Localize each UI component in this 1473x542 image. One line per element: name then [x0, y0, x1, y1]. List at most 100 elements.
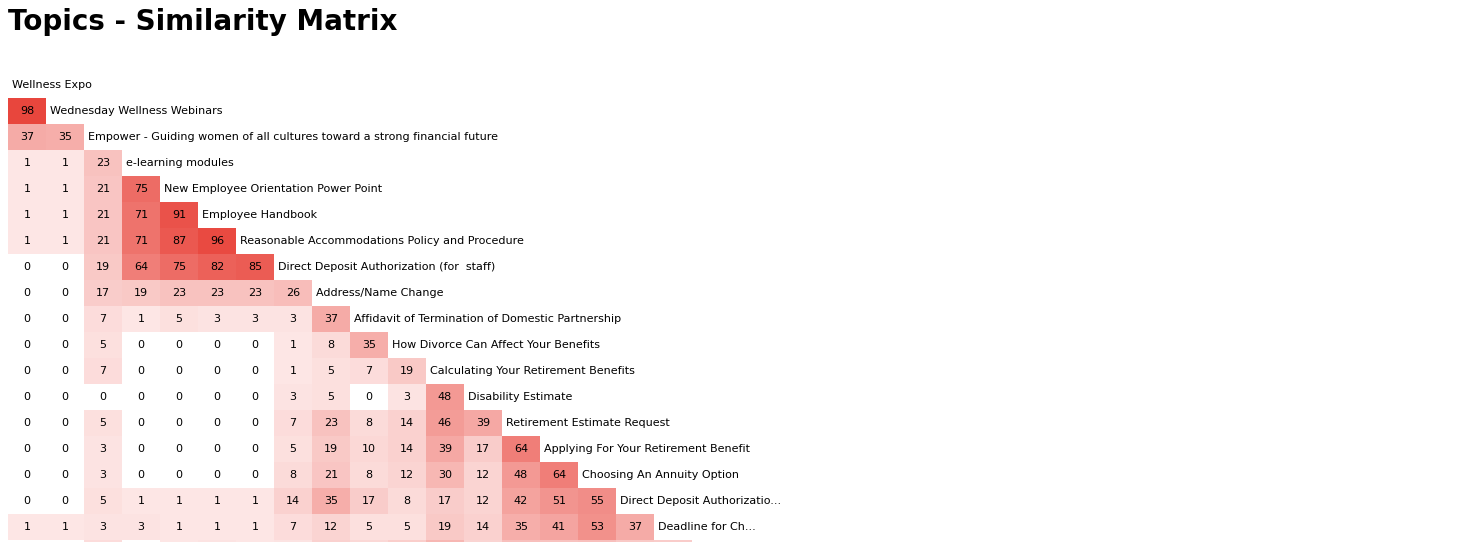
Text: 0: 0 [24, 262, 31, 272]
Text: 96: 96 [211, 236, 224, 246]
Text: 23: 23 [211, 288, 224, 298]
Bar [351, 332, 387, 358]
Text: 1: 1 [24, 184, 31, 194]
Bar [312, 410, 351, 436]
Text: 51: 51 [552, 496, 566, 506]
Bar [387, 436, 426, 462]
Bar [84, 228, 122, 254]
Text: 0: 0 [62, 262, 69, 272]
Text: 3: 3 [290, 392, 296, 402]
Text: 5: 5 [290, 444, 296, 454]
Text: 5: 5 [327, 392, 334, 402]
Bar [541, 514, 577, 540]
Text: 0: 0 [214, 444, 221, 454]
Text: 0: 0 [62, 392, 69, 402]
Bar [312, 384, 351, 410]
Text: 0: 0 [252, 392, 258, 402]
Bar [387, 488, 426, 514]
Text: 71: 71 [134, 236, 149, 246]
Text: 71: 71 [134, 210, 149, 220]
Text: 1: 1 [62, 158, 69, 168]
Text: 12: 12 [401, 470, 414, 480]
Text: Direct Deposit Authorizatio...: Direct Deposit Authorizatio... [620, 496, 781, 506]
Text: 75: 75 [172, 262, 186, 272]
Text: 1: 1 [24, 522, 31, 532]
Text: Choosing An Annuity Option: Choosing An Annuity Option [582, 470, 739, 480]
Text: 0: 0 [214, 470, 221, 480]
Bar [502, 514, 541, 540]
Text: Employee Handbook: Employee Handbook [202, 210, 317, 220]
Bar [7, 514, 46, 540]
Text: 8: 8 [404, 496, 411, 506]
Bar [122, 176, 161, 202]
Bar [122, 488, 161, 514]
Text: 46: 46 [437, 418, 452, 428]
Text: 1: 1 [62, 522, 69, 532]
Text: Direct Deposit Authorization (for  staff): Direct Deposit Authorization (for staff) [278, 262, 495, 272]
Text: 0: 0 [137, 366, 144, 376]
Bar [84, 176, 122, 202]
Bar [236, 540, 274, 542]
Text: 1: 1 [24, 236, 31, 246]
Text: 41: 41 [552, 522, 566, 532]
Text: 23: 23 [324, 418, 339, 428]
Text: e-learning modules: e-learning modules [127, 158, 234, 168]
Bar [312, 540, 351, 542]
Text: 17: 17 [362, 496, 376, 506]
Text: 12: 12 [476, 496, 491, 506]
Bar [312, 514, 351, 540]
Text: 1: 1 [24, 158, 31, 168]
Text: 0: 0 [175, 444, 183, 454]
Text: 3: 3 [404, 392, 411, 402]
Bar [616, 540, 654, 542]
Text: Deadline for Ch...: Deadline for Ch... [658, 522, 756, 532]
Text: Applying For Your Retirement Benefit: Applying For Your Retirement Benefit [544, 444, 750, 454]
Bar [122, 280, 161, 306]
Bar [161, 514, 197, 540]
Text: 48: 48 [437, 392, 452, 402]
Text: 5: 5 [100, 496, 106, 506]
Bar [502, 462, 541, 488]
Bar [351, 436, 387, 462]
Text: 21: 21 [96, 236, 110, 246]
Bar [274, 410, 312, 436]
Text: 0: 0 [175, 418, 183, 428]
Bar [351, 358, 387, 384]
Bar [84, 462, 122, 488]
Text: 0: 0 [175, 392, 183, 402]
Text: 35: 35 [57, 132, 72, 142]
Bar [161, 540, 197, 542]
Text: 14: 14 [286, 496, 300, 506]
Text: 8: 8 [327, 340, 334, 350]
Text: 64: 64 [552, 470, 566, 480]
Bar [84, 410, 122, 436]
Bar [312, 306, 351, 332]
Bar [84, 306, 122, 332]
Text: 37: 37 [324, 314, 339, 324]
Text: 0: 0 [252, 418, 258, 428]
Text: 8: 8 [365, 470, 373, 480]
Text: 7: 7 [365, 366, 373, 376]
Bar [161, 488, 197, 514]
Text: 3: 3 [252, 314, 258, 324]
Text: 35: 35 [514, 522, 527, 532]
Text: 1: 1 [24, 210, 31, 220]
Text: 0: 0 [175, 366, 183, 376]
Text: 5: 5 [365, 522, 373, 532]
Text: 87: 87 [172, 236, 186, 246]
Text: 0: 0 [62, 470, 69, 480]
Bar [197, 254, 236, 280]
Text: 91: 91 [172, 210, 186, 220]
Text: Retirement Estimate Request: Retirement Estimate Request [507, 418, 670, 428]
Bar [274, 514, 312, 540]
Bar [122, 254, 161, 280]
Text: 0: 0 [24, 314, 31, 324]
Bar [502, 488, 541, 514]
Text: 7: 7 [100, 366, 106, 376]
Bar [84, 514, 122, 540]
Text: 0: 0 [24, 340, 31, 350]
Text: 0: 0 [24, 444, 31, 454]
Bar [84, 280, 122, 306]
Bar [351, 410, 387, 436]
Bar [46, 202, 84, 228]
